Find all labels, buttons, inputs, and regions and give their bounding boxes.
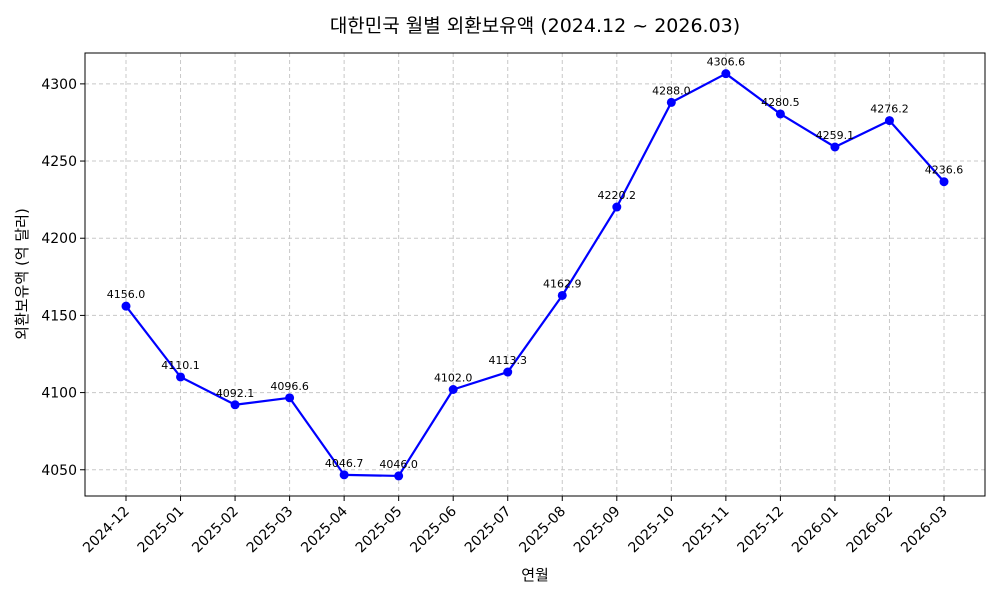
series-line <box>125 72 945 478</box>
data-label: 4046.0 <box>379 458 418 471</box>
x-tick-label: 2025-08 <box>516 504 569 557</box>
data-point <box>339 470 349 480</box>
x-tick-label: 2026-02 <box>844 504 897 557</box>
x-tick-label: 2025-07 <box>462 504 515 557</box>
data-point <box>939 177 949 187</box>
data-label: 4113.3 <box>488 354 527 367</box>
x-tick-label: 2026-03 <box>898 504 951 557</box>
labels-layer: 4156.0 4110.1 4092.1 4096.6 4046.7 4046.0 4102… <box>107 56 964 471</box>
y-tick-label: 4150 <box>41 308 77 324</box>
grid-layer <box>85 53 985 496</box>
data-label: 4156.0 <box>107 288 146 301</box>
data-label: 4259.1 <box>816 129 855 142</box>
x-tick-label: 2025-02 <box>189 504 242 557</box>
data-label: 4110.1 <box>161 359 200 372</box>
x-tick-label: 2025-09 <box>571 504 624 557</box>
data-point <box>448 384 458 394</box>
x-tick-label: 2025-10 <box>625 504 678 557</box>
x-tick-label: 2024-12 <box>80 504 133 557</box>
data-label: 4096.6 <box>270 380 309 393</box>
x-tick-label: 2025-11 <box>680 504 733 557</box>
y-tick-label: 4050 <box>41 463 77 479</box>
x-tick-label: 2026-01 <box>789 504 842 557</box>
data-point <box>230 400 240 410</box>
y-tick-label: 4100 <box>41 386 77 402</box>
x-tick-label: 2025-01 <box>135 504 188 557</box>
chart-title: 대한민국 월별 외환보유액 (2024.12 ~ 2026.03) <box>330 15 740 37</box>
data-label: 4306.6 <box>707 56 746 69</box>
data-point <box>830 142 840 152</box>
data-label: 4280.5 <box>761 96 800 109</box>
data-point <box>394 471 404 481</box>
x-axis-label: 연월 <box>521 566 549 584</box>
series-layer <box>121 69 949 481</box>
data-point <box>557 290 567 300</box>
plot-frame <box>84 52 986 497</box>
data-point <box>612 202 622 212</box>
data-point <box>721 69 731 79</box>
x-tick-label: 2025-06 <box>407 503 460 556</box>
data-point <box>775 109 785 119</box>
data-label: 4092.1 <box>216 387 255 400</box>
data-point <box>666 97 676 107</box>
y-tick-label: 4300 <box>41 77 77 93</box>
data-label: 4236.6 <box>925 164 964 177</box>
data-point <box>121 301 131 311</box>
x-tick-label: 2025-12 <box>735 504 788 557</box>
data-point <box>285 393 295 403</box>
data-point <box>503 367 513 377</box>
data-label: 4220.2 <box>598 189 637 202</box>
x-tick-label: 2025-03 <box>244 504 297 557</box>
data-label: 4162.9 <box>543 277 582 290</box>
data-point <box>176 372 186 382</box>
data-label: 4288.0 <box>652 84 691 97</box>
data-label: 4276.2 <box>870 103 909 116</box>
x-tick-label: 2025-04 <box>298 503 351 556</box>
data-label: 4102.0 <box>434 371 473 384</box>
axes-layer: 2024-12 2025-01 2025-02 2025-03 2025-04 2025-… <box>41 77 950 556</box>
y-tick-label: 4200 <box>41 231 77 247</box>
data-point <box>884 116 894 126</box>
y-axis-label: 외환보유액 (억 달러) <box>13 208 31 340</box>
data-label: 4046.7 <box>325 457 364 470</box>
y-tick-label: 4250 <box>41 154 77 170</box>
x-tick-label: 2025-05 <box>353 504 406 557</box>
